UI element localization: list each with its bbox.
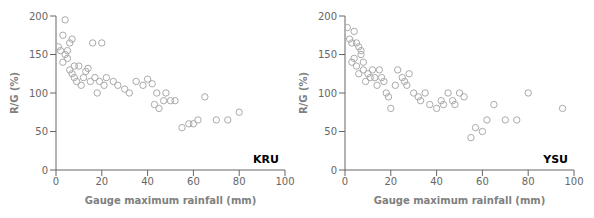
svg-text:0: 0 [53, 176, 59, 187]
svg-text:R/G (%): R/G (%) [9, 72, 20, 114]
svg-text:150: 150 [29, 49, 48, 60]
svg-text:150: 150 [318, 49, 337, 60]
html-text:KRU: KRU [253, 153, 279, 166]
html-text:YSU: YSU [543, 153, 568, 166]
svg-text:0: 0 [331, 165, 337, 176]
svg-text:R/G (%): R/G (%) [298, 72, 309, 114]
svg-text:Gauge maximum rainfall (mm): Gauge maximum rainfall (mm) [374, 195, 546, 206]
svg-text:100: 100 [29, 88, 48, 99]
svg-text:100: 100 [318, 88, 337, 99]
svg-text:50: 50 [324, 126, 337, 137]
svg-text:0: 0 [42, 165, 48, 176]
svg-text:200: 200 [29, 11, 48, 22]
svg-text:50: 50 [35, 126, 48, 137]
svg-text:200: 200 [318, 11, 337, 22]
svg-text:Gauge maximum rainfall (mm): Gauge maximum rainfall (mm) [85, 195, 257, 206]
svg-text:100: 100 [275, 176, 294, 187]
svg-text:80: 80 [522, 176, 535, 187]
svg-text:60: 60 [476, 176, 489, 187]
svg-text:20: 20 [95, 176, 108, 187]
svg-text:40: 40 [141, 176, 154, 187]
svg-text:0: 0 [342, 176, 348, 187]
svg-text:40: 40 [430, 176, 443, 187]
svg-text:20: 20 [384, 176, 397, 187]
svg-text:100: 100 [564, 176, 583, 187]
svg-text:80: 80 [233, 176, 246, 187]
svg-text:60: 60 [187, 176, 200, 187]
